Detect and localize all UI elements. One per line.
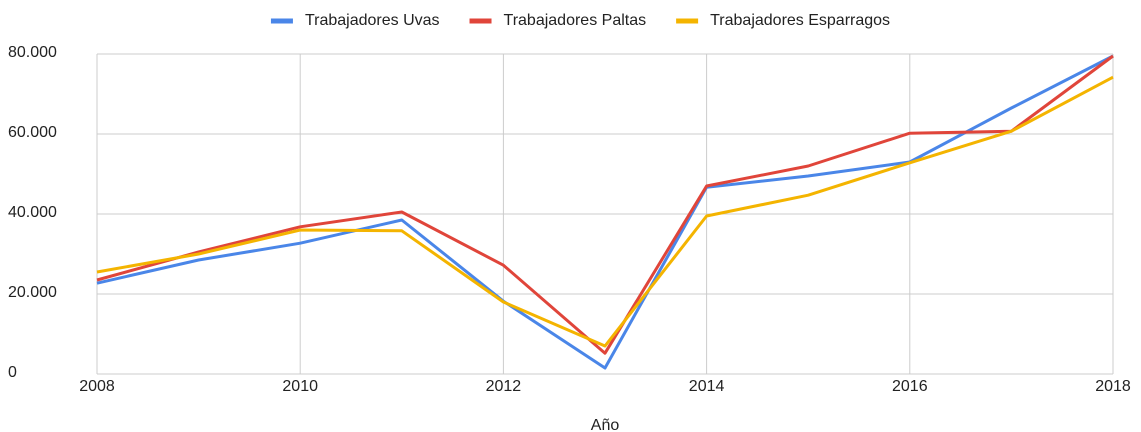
x-tick-label: 2018 [1095,378,1131,395]
x-tick-label: 2008 [79,378,115,395]
x-tick-label: 2010 [282,378,318,395]
y-tick-label: 80.000 [8,44,57,61]
line-series [96,75,1114,348]
y-tick-label: 40.000 [8,204,57,221]
x-axis-label: Año [591,417,620,432]
x-tick-label: 2012 [486,378,522,395]
legend-label: Trabajadores Uvas [305,12,440,29]
line-series [96,54,1114,355]
x-tick-label: 2016 [892,378,928,395]
legend-label: Trabajadores Paltas [504,12,647,29]
y-tick-label: 20.000 [8,284,57,301]
x-tick-label: 2014 [689,378,725,395]
line-series [96,54,1114,370]
y-tick-label: 60.000 [8,124,57,141]
legend-label: Trabajadores Esparragos [710,12,890,29]
y-tick-label: 0 [8,364,17,381]
